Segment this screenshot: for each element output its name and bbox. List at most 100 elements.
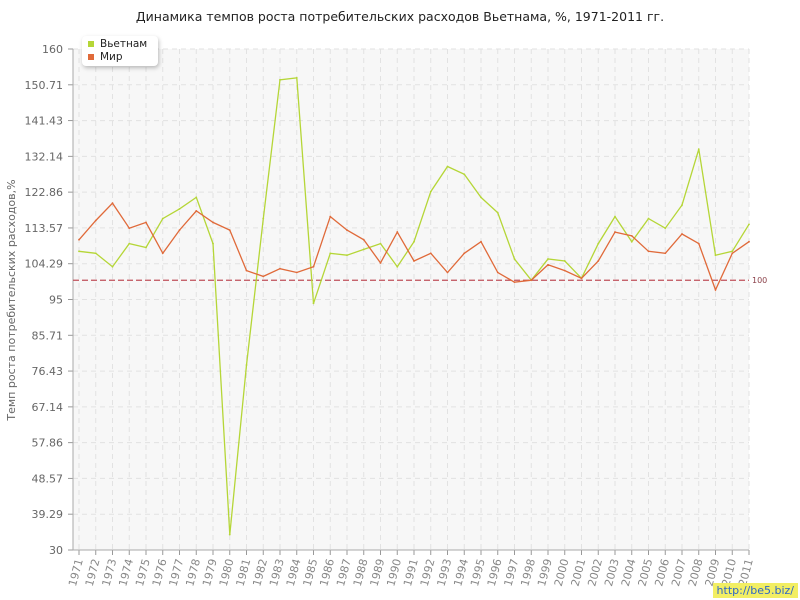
data-point-world [664, 252, 667, 255]
data-point-vietnam [446, 165, 449, 168]
y-axis-label: Темп роста потребительских расходов,% [5, 179, 18, 421]
legend-label-world: Мир [100, 51, 123, 63]
data-point-world [78, 238, 80, 241]
data-point-vietnam [630, 240, 633, 243]
data-point-world [312, 265, 315, 268]
data-point-world [262, 275, 265, 278]
y-tick-label: 104.29 [25, 258, 64, 271]
legend-label-vietnam: Вьетнам [100, 38, 148, 50]
data-point-world [245, 269, 248, 272]
data-point-vietnam [697, 148, 700, 151]
data-point-vietnam [346, 254, 348, 257]
data-point-world [429, 252, 432, 255]
y-tick-label: 150.71 [25, 79, 64, 92]
data-point-world [161, 252, 164, 255]
y-tick-label: 122.86 [25, 186, 64, 199]
data-point-world [714, 288, 717, 291]
data-point-world [128, 227, 131, 230]
data-point-world [362, 238, 365, 241]
data-point-world [647, 250, 650, 253]
data-point-vietnam [161, 217, 164, 220]
data-point-vietnam [111, 265, 114, 268]
data-point-world [413, 260, 415, 262]
data-point-world [614, 231, 616, 233]
data-point-vietnam [547, 258, 549, 260]
data-point-world [111, 202, 114, 205]
data-point-world [563, 269, 566, 272]
data-point-vietnam [78, 250, 80, 253]
y-tick-label: 30 [49, 544, 63, 557]
data-point-world [279, 267, 281, 270]
data-point-world [731, 252, 734, 255]
data-point-vietnam [614, 215, 616, 218]
data-point-world [329, 215, 332, 218]
data-point-world [379, 261, 382, 264]
data-point-vietnam [128, 242, 131, 245]
data-point-world [396, 231, 399, 233]
data-point-world [630, 235, 633, 237]
data-point-world [195, 209, 198, 212]
y-tick-label: 48.57 [32, 472, 64, 485]
series [78, 77, 750, 536]
y-tick-label: 141.43 [25, 115, 64, 128]
data-point-vietnam [714, 254, 717, 257]
data-point-vietnam [664, 227, 667, 230]
data-point-vietnam [145, 246, 147, 249]
data-point-world [145, 221, 147, 224]
chart-title: Динамика темпов роста потребительских ра… [135, 9, 665, 24]
data-point-vietnam [279, 78, 281, 81]
data-point-vietnam [295, 77, 298, 79]
data-point-vietnam [647, 217, 650, 220]
y-tick-label: 85.71 [32, 329, 64, 342]
x-axis: 1971197219731974197519761977197819791980… [66, 549, 756, 588]
y-tick-label: 160 [42, 43, 63, 56]
data-point-vietnam [413, 240, 415, 243]
data-point-vietnam [262, 217, 265, 220]
data-point-world [94, 219, 97, 222]
watermark-link[interactable]: http://be5.biz/ [712, 583, 798, 598]
data-point-world [346, 229, 348, 232]
data-point-vietnam [245, 364, 248, 366]
data-point-vietnam [681, 204, 683, 206]
data-point-world [228, 229, 231, 232]
data-point-world [295, 271, 298, 274]
data-point-vietnam [463, 173, 466, 176]
data-point-world [513, 281, 516, 284]
data-point-world [496, 271, 499, 274]
data-point-vietnam [496, 211, 499, 214]
data-point-world [480, 240, 482, 243]
data-point-vietnam [396, 265, 399, 268]
data-point-world [681, 233, 683, 235]
data-point-vietnam [94, 252, 97, 255]
data-point-vietnam [312, 302, 315, 305]
data-point-world [463, 252, 466, 255]
data-point-vietnam [195, 196, 198, 199]
y-tick-label: 113.57 [25, 222, 64, 235]
data-point-world [748, 240, 750, 243]
data-point-world [446, 271, 449, 274]
data-point-vietnam [513, 258, 516, 260]
legend-swatch-world [88, 54, 94, 60]
reference-line-label: 100 [752, 276, 767, 285]
data-point-world [212, 221, 214, 224]
data-point-vietnam [597, 242, 600, 245]
data-point-vietnam [563, 260, 566, 262]
data-point-vietnam [178, 208, 181, 210]
legend-item-world: Мир [88, 51, 123, 63]
data-point-world [178, 229, 181, 232]
data-point-world [597, 260, 600, 262]
data-point-world [530, 279, 533, 282]
data-point-world [547, 263, 549, 266]
data-point-vietnam [212, 242, 214, 245]
data-point-vietnam [731, 250, 734, 253]
data-point-vietnam [429, 190, 432, 193]
y-tick-label: 39.29 [32, 508, 64, 521]
data-point-vietnam [480, 196, 482, 199]
data-point-vietnam [228, 533, 231, 536]
reference-line: 100 [73, 276, 767, 285]
data-point-world [580, 277, 583, 280]
legend-item-vietnam: Вьетнам [88, 38, 147, 50]
data-point-vietnam [329, 252, 332, 255]
legend: Вьетнам Мир [82, 36, 158, 66]
